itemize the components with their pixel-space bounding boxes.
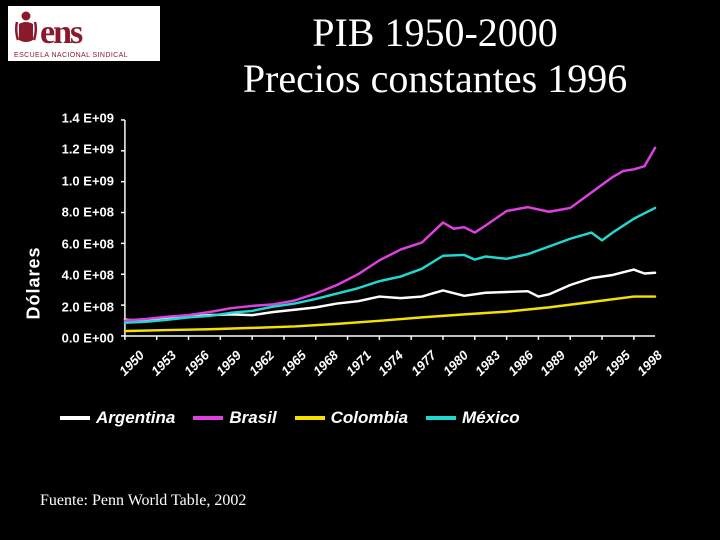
x-tick-label: 1989 <box>537 348 568 379</box>
logo-figure-icon <box>14 10 38 50</box>
x-tick-label: 1965 <box>278 348 309 379</box>
logo: ens ESCUELA NACIONAL SINDICAL <box>8 6 160 61</box>
y-tick-label: 8.0 E+08 <box>62 205 114 220</box>
x-tick-label: 1962 <box>246 348 277 379</box>
legend-label: Colombia <box>331 408 408 428</box>
legend-swatch <box>193 416 223 420</box>
x-axis-ticks: 1950195319561959196219651968197119741977… <box>120 338 660 398</box>
legend-label: Argentina <box>96 408 175 428</box>
y-tick-label: 1.2 E+09 <box>62 142 114 157</box>
x-tick-label: 1953 <box>148 348 179 379</box>
legend-swatch <box>295 416 325 420</box>
x-tick-label: 1971 <box>343 348 374 379</box>
x-tick-label: 1959 <box>213 348 244 379</box>
chart-lines <box>120 118 660 342</box>
y-tick-label: 0.0 E+00 <box>62 331 114 346</box>
x-tick-label: 1974 <box>375 348 406 379</box>
y-axis-ticks: 0.0 E+002.0 E+084.0 E+086.0 E+088.0 E+08… <box>40 118 120 338</box>
x-tick-label: 1995 <box>602 348 633 379</box>
legend-item: Brasil <box>193 408 276 428</box>
x-tick-label: 1980 <box>440 348 471 379</box>
x-tick-label: 1986 <box>505 348 536 379</box>
x-tick-label: 1950 <box>116 348 147 379</box>
slide-title: PIB 1950-2000 Precios constantes 1996 <box>170 10 700 102</box>
y-tick-label: 4.0 E+08 <box>62 268 114 283</box>
y-tick-label: 1.0 E+09 <box>62 173 114 188</box>
title-line-2: Precios constantes 1996 <box>170 56 700 102</box>
logo-subtitle: ESCUELA NACIONAL SINDICAL <box>14 52 154 59</box>
x-tick-label: 1968 <box>310 348 341 379</box>
x-tick-label: 1992 <box>570 348 601 379</box>
legend-label: Brasil <box>229 408 276 428</box>
legend-swatch <box>426 416 456 420</box>
legend-item: México <box>426 408 520 428</box>
legend-swatch <box>60 416 90 420</box>
x-tick-label: 1998 <box>634 348 665 379</box>
legend: Argentina Brasil Colombia México <box>60 408 680 428</box>
series-line <box>125 148 655 321</box>
title-line-1: PIB 1950-2000 <box>170 10 700 56</box>
slide-root: ens ESCUELA NACIONAL SINDICAL PIB 1950-2… <box>0 0 720 540</box>
series-line <box>125 208 655 323</box>
chart: Dólares 0.0 E+002.0 E+084.0 E+086.0 E+08… <box>40 118 680 448</box>
x-tick-label: 1983 <box>472 348 503 379</box>
legend-item: Argentina <box>60 408 175 428</box>
y-tick-label: 2.0 E+08 <box>62 299 114 314</box>
x-tick-label: 1977 <box>408 348 439 379</box>
legend-item: Colombia <box>295 408 408 428</box>
legend-label: México <box>462 408 520 428</box>
x-tick-label: 1956 <box>181 348 212 379</box>
y-tick-label: 1.4 E+09 <box>62 111 114 126</box>
logo-text: ens <box>40 16 81 50</box>
source-citation: Fuente: Penn World Table, 2002 <box>40 492 246 510</box>
plot-area <box>120 118 660 338</box>
y-tick-label: 6.0 E+08 <box>62 236 114 251</box>
